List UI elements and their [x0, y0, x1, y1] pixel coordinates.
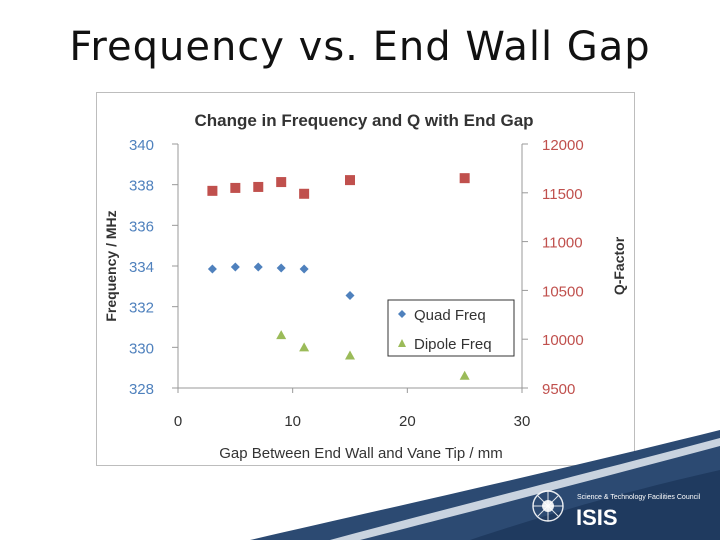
point-quad-freq [276, 263, 286, 273]
y-tick-label: 334 [129, 259, 154, 276]
point-dipole-freq [345, 350, 355, 360]
y2-tick-label: 11500 [542, 186, 583, 203]
y-tick-label: 338 [129, 178, 154, 195]
point-quad-q [459, 173, 470, 184]
point-quad-freq [253, 262, 263, 272]
y-tick-label: 336 [129, 218, 154, 235]
point-quad-q [345, 175, 355, 186]
chart: Change in Frequency and Q with End Gap 3… [103, 111, 627, 462]
point-dipole-freq [299, 342, 310, 352]
legend: Quad Freq Dipole Freq [387, 299, 515, 357]
y-tick-label: 330 [129, 340, 154, 357]
point-quad-freq [345, 290, 355, 300]
footer-swoosh-band [470, 470, 720, 540]
x-tick-label: 20 [399, 413, 416, 430]
x-tick-label: 0 [174, 413, 182, 430]
footer-org-name: Science & Technology Facilities Council [577, 494, 701, 501]
point-quad-freq [230, 262, 240, 272]
point-quad-q [276, 177, 287, 188]
point-dipole-freq [276, 330, 287, 340]
y2-tick-label: 10500 [542, 283, 584, 300]
footer-swoosh-light [330, 438, 720, 540]
point-quad-q [253, 181, 264, 192]
legend-marker-quad-freq [398, 310, 406, 318]
slide-title: Frequency vs. End Wall Gap [69, 24, 651, 70]
x-tick-label: 30 [514, 413, 531, 430]
y2-axis-title: Q-Factor [611, 236, 627, 295]
point-dipole-freq [459, 370, 470, 380]
y-tick-label: 340 [129, 137, 154, 154]
y2-tick-label: 9500 [542, 381, 575, 398]
point-quad-q [230, 182, 241, 193]
y-axis-title: Frequency / MHz [103, 210, 119, 321]
isis-logo-icon [532, 490, 564, 522]
legend-marker-dipole-freq [398, 339, 406, 347]
y-tick-label: 328 [129, 381, 154, 398]
point-quad-freq [299, 264, 309, 274]
footer-brand: ISIS [576, 505, 618, 530]
y2-tick-label: 10000 [542, 332, 584, 349]
legend-label-dipole-freq: Dipole Freq [414, 336, 492, 353]
x-tick-label: 10 [284, 413, 301, 430]
point-quad-freq [207, 264, 217, 274]
chart-title: Change in Frequency and Q with End Gap [194, 111, 533, 130]
point-quad-q [207, 185, 218, 196]
y-tick-label: 332 [129, 300, 154, 317]
y2-tick-label: 11000 [542, 235, 583, 252]
legend-box [387, 299, 515, 357]
y2-tick-label: 12000 [542, 137, 584, 154]
point-quad-q [299, 188, 310, 199]
x-axis-title: Gap Between End Wall and Vane Tip / mm [219, 445, 502, 462]
chart-frame [96, 92, 635, 466]
legend-label-quad-freq: Quad Freq [414, 307, 486, 324]
